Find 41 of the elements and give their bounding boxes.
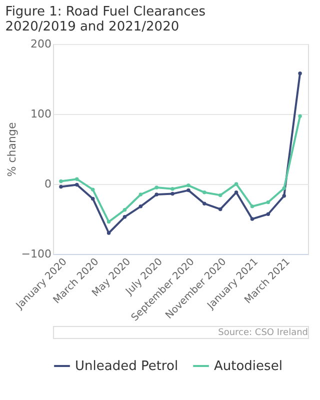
point <box>170 187 174 191</box>
point <box>250 217 254 221</box>
source-note: Source: CSO Ireland <box>218 328 308 338</box>
chart-title: Figure 1: Road Fuel Clearances 2020/2019 and 2021/2020 <box>5 4 206 34</box>
point <box>154 186 158 190</box>
y-tick-label: 100 <box>30 108 52 120</box>
legend-label: Unleaded Petrol <box>75 359 178 374</box>
point <box>266 200 270 204</box>
point <box>298 72 302 76</box>
point <box>282 194 286 198</box>
point <box>234 190 238 194</box>
point <box>106 220 111 224</box>
point <box>218 193 222 198</box>
point <box>59 184 63 189</box>
point <box>298 114 302 118</box>
point <box>250 204 254 208</box>
point <box>138 204 143 208</box>
y-tick-label: −100 <box>21 248 52 260</box>
point <box>202 190 206 194</box>
point <box>154 192 158 196</box>
y-tick-label: 200 <box>30 38 52 50</box>
point <box>266 212 270 216</box>
point <box>170 192 174 196</box>
point <box>218 207 222 212</box>
point <box>186 188 190 192</box>
point <box>106 231 111 235</box>
point <box>122 208 127 212</box>
point <box>234 182 238 186</box>
point <box>90 196 95 201</box>
point <box>186 184 190 188</box>
point <box>138 192 143 196</box>
point <box>90 188 95 192</box>
y-axis-title: % change <box>5 122 18 177</box>
point <box>282 186 286 190</box>
point <box>122 215 127 219</box>
y-tick-label: 0 <box>44 178 52 190</box>
legend-label: Autodiesel <box>214 359 282 374</box>
point <box>59 179 63 184</box>
point <box>202 202 206 206</box>
point <box>75 177 79 181</box>
point <box>75 182 79 187</box>
